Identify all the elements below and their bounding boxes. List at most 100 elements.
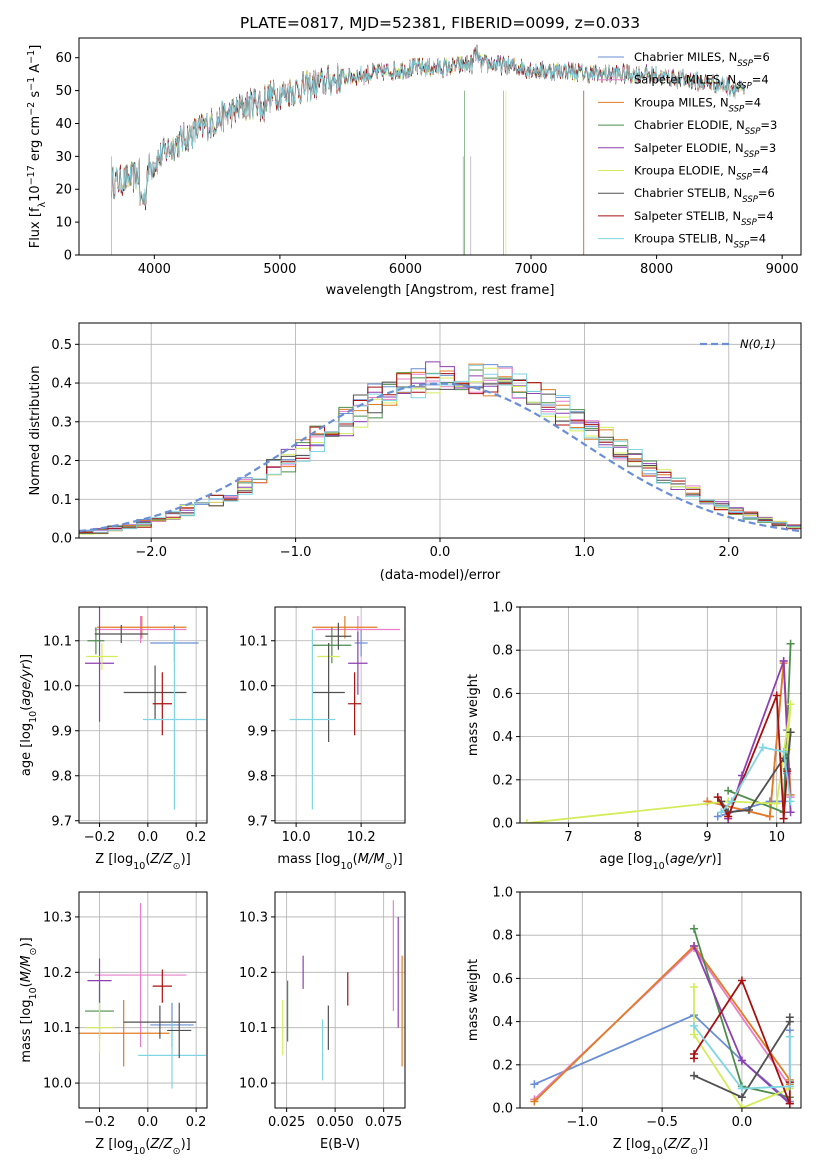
y-tick-label: 0.1 — [51, 493, 72, 508]
x-tick-label: 1.0 — [574, 545, 595, 560]
residual-xlabel: (data-model)/error — [380, 568, 501, 583]
weight-marker-kroupa_stelib — [786, 797, 795, 806]
legend-value: =6 — [753, 50, 770, 64]
plot-area — [530, 924, 794, 1108]
y-tick-label: 10.0 — [239, 1077, 268, 1092]
y-tick-label: 0.4 — [492, 1015, 513, 1030]
x-tick-label: 10 — [768, 830, 785, 845]
y-tick-label: 9.9 — [247, 724, 268, 739]
weight-marker-salpeter_stelib — [779, 814, 788, 823]
axes-frame — [78, 606, 208, 824]
y-tick-label: 0.8 — [492, 644, 513, 659]
legend-sub: SSP — [729, 104, 745, 114]
legend-value: =4 — [752, 164, 769, 178]
y-tick-label: 10.0 — [43, 679, 72, 694]
y-tick-label: 9.9 — [51, 724, 72, 739]
legend-label: Salpeter MILES, N — [634, 73, 736, 87]
normal-legend-label: N(0,1) — [740, 337, 776, 351]
xlabel: age [log10(age/yr)] — [599, 852, 721, 872]
y-tick-label: 0.8 — [492, 929, 513, 944]
label-part: Z/Z — [149, 1137, 173, 1152]
x-tick-label: 8000 — [640, 262, 673, 277]
weight-marker-kroupa_stelib — [779, 747, 788, 756]
legend-label: Kroupa MILES, N — [634, 95, 729, 109]
label-part: erg cm — [28, 116, 43, 165]
x-tick-label: 9 — [703, 830, 711, 845]
weight-marker-salpeter_stelib — [690, 1050, 699, 1058]
label-part: )] — [711, 852, 721, 867]
x-tick-label: 8 — [634, 830, 642, 845]
weight-marker-kroupa_miles — [530, 1097, 539, 1106]
axes-frame — [274, 891, 406, 1109]
weight-marker-kroupa_elodie — [690, 1030, 699, 1039]
y-tick-label: 0.3 — [51, 415, 72, 430]
label-part: ⊙ — [173, 861, 181, 872]
plot-area — [522, 639, 795, 823]
legend-label: Salpeter ELODIE, N — [634, 141, 744, 155]
label-part: ( — [19, 706, 34, 711]
legend-entry: Kroupa ELODIE, NSSP=4 — [634, 164, 769, 183]
y-tick-label: 10.1 — [43, 634, 72, 649]
axes-frame — [78, 37, 802, 256]
x-tick-label: −0.2 — [84, 1115, 116, 1130]
axes-frame — [519, 606, 802, 824]
legend-sub: SSP — [745, 127, 761, 137]
y-tick-label: 9.7 — [51, 814, 72, 829]
weight-marker-chabrier_stelib — [690, 1071, 699, 1080]
legend-label: Chabrier MILES, N — [634, 50, 737, 64]
spectrum-title: PLATE=0817, MJD=52381, FIBERID=0099, z=0… — [240, 14, 640, 32]
label-part: ⊙ — [690, 1146, 698, 1157]
weight-marker-chabrier_miles — [530, 1080, 539, 1089]
y-tick-label: 10.0 — [43, 1077, 72, 1092]
legend-entry: Salpeter MILES, NSSP=4 — [634, 73, 769, 92]
label-part: ⊙ — [173, 1146, 181, 1157]
label-part: ⊙ — [385, 861, 393, 872]
weight-line-kroupa_elodie — [526, 704, 792, 823]
weight-marker-chabrier_stelib — [786, 728, 795, 737]
y-tick-label: 40 — [55, 117, 72, 132]
x-tick-label: 4000 — [138, 262, 171, 277]
weight-marker-salpeter_stelib — [737, 976, 746, 985]
legend-entry: Chabrier ELODIE, NSSP=3 — [634, 118, 777, 137]
x-tick-label: 10.0 — [282, 830, 311, 845]
y-tick-label: 10.3 — [43, 910, 72, 925]
label-part: M/M — [19, 955, 34, 982]
legend-sub: SSP — [744, 150, 760, 160]
mass-vs-ebv-panel: 0.025 0.050 0.075 10.0 10.1 10.2 10.3 E(B-V) — [239, 891, 406, 1152]
y-tick-label: 10.0 — [239, 679, 268, 694]
age-vs-mass-panel: 10.0 10.2 9.7 9.8 9.9 10.0 10.1 mass [log10(M/M… — [239, 606, 406, 872]
ylabel: mass [log10(M/M⊙)] — [19, 937, 39, 1062]
legend-value: =4 — [749, 232, 766, 246]
y-tick-label: 10.1 — [43, 1021, 72, 1036]
weight-marker-salpeter_stelib — [724, 812, 733, 821]
label-part: ( — [145, 1137, 150, 1152]
y-tick-label: 50 — [55, 84, 72, 99]
weight-marker-salpeter_stelib — [772, 691, 781, 700]
ebv-xlabel: E(B-V) — [320, 1137, 360, 1152]
legend-entry: Salpeter STELIB, NSSP=4 — [634, 209, 774, 228]
x-tick-label: 7000 — [514, 262, 547, 277]
weight-marker-kroupa_stelib — [727, 797, 736, 806]
weight-marker-kroupa_elodie — [786, 700, 795, 709]
x-tick-label: 0.2 — [186, 830, 207, 845]
legend-label: Salpeter STELIB, N — [634, 209, 741, 223]
x-tick-label: −1.0 — [566, 1115, 598, 1130]
legend-sub: SSP — [736, 82, 752, 92]
weight-marker-kroupa_stelib — [690, 1021, 699, 1030]
label-part: ( — [145, 852, 150, 867]
label-part: s — [28, 91, 43, 102]
x-tick-label: −0.5 — [646, 1115, 678, 1130]
x-tick-label: −2.0 — [135, 545, 167, 560]
legend-value: =3 — [760, 118, 777, 132]
y-tick-label: 1.0 — [492, 601, 513, 616]
weight-marker-chabrier_stelib — [785, 1013, 794, 1022]
age-vs-metallicity-panel: −0.2 0.0 0.29.79.89.910.010.1Z [log10(Z/Z⊙… — [19, 606, 208, 872]
x-tick-label: 0.0 — [137, 830, 158, 845]
y-tick-label: 0.2 — [492, 1058, 513, 1073]
legend-value: =6 — [758, 186, 775, 200]
label-part: Z [log — [613, 1137, 651, 1152]
xlabel: Z [log10(Z/Z⊙)] — [95, 1137, 190, 1157]
legend-label: Kroupa ELODIE, N — [634, 164, 736, 178]
weight-ylabel: mass weight — [466, 674, 481, 756]
